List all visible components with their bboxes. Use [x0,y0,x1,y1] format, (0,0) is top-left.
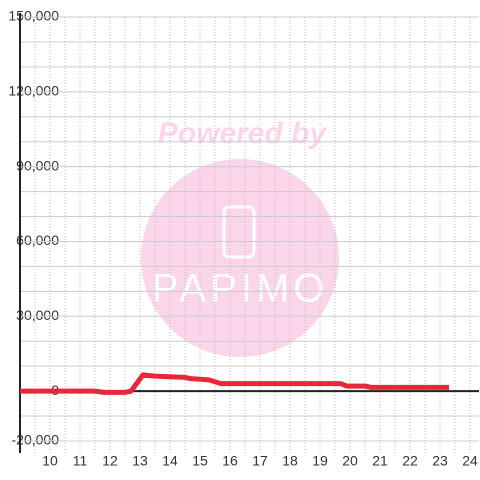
y-tick-label: 90,000 [16,157,59,173]
x-tick-label: 13 [132,453,148,469]
x-tick-label: 21 [372,453,388,469]
x-tick-label: 17 [252,453,268,469]
x-tick-label: 10 [42,453,58,469]
y-tick-label: -20,000 [12,432,60,448]
x-tick-label: 22 [402,453,418,469]
x-tick-label: 24 [462,453,478,469]
x-tick-label: 11 [73,453,88,469]
y-tick-label: 150,000 [8,8,59,24]
x-tick-label: 20 [342,453,358,469]
y-tick-label: 60,000 [16,232,59,248]
x-tick-label: 15 [192,453,208,469]
y-tick-label: 120,000 [8,83,59,99]
x-tick-label: 23 [432,453,448,469]
x-tick-label: 19 [312,453,328,469]
data-line [20,372,449,395]
y-tick-label: 30,000 [16,307,59,323]
x-tick-label: 18 [282,453,298,469]
watermark-icon [222,205,256,259]
x-tick-label: 16 [222,453,238,469]
watermark-logo: PAPIMO [152,267,329,311]
x-tick-label: 12 [102,453,118,469]
watermark-text: Powered by [158,117,328,150]
x-tick-label: 14 [162,453,178,469]
